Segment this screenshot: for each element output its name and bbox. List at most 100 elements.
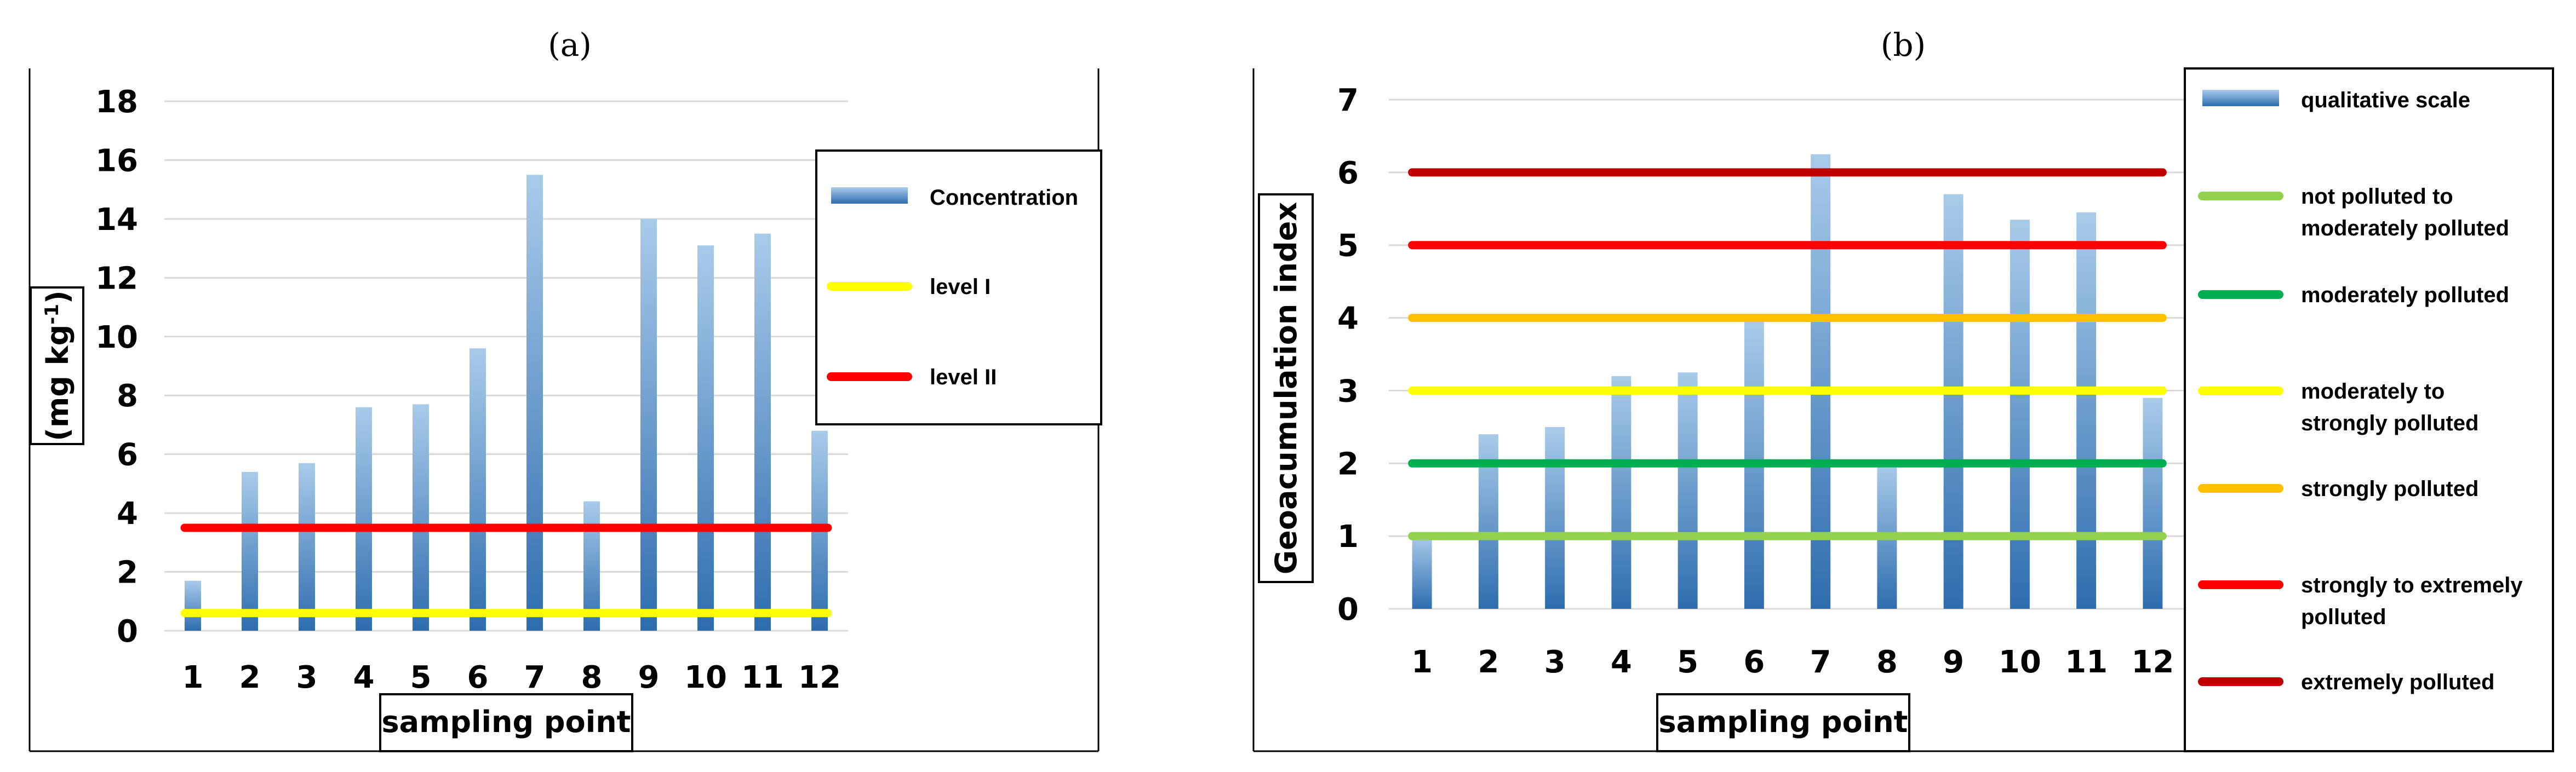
a-y-tick-label: 16 (95, 143, 138, 178)
b-legend-label: polluted (2301, 605, 2386, 629)
b-legend-label: not polluted to (2301, 185, 2453, 209)
a-bar (185, 580, 201, 631)
b-y-tick-label: 1 (1337, 519, 1359, 555)
a-bar (526, 175, 543, 631)
a-y-tick-label: 12 (95, 261, 138, 296)
b-x-tick-label: 1 (1411, 644, 1433, 680)
panel-b-label: (b) (1881, 26, 1926, 64)
a-x-tick-label: 2 (239, 660, 261, 695)
a-x-tick-label: 7 (524, 660, 546, 695)
b-bar (1545, 427, 1565, 609)
a-x-tick-label: 9 (638, 660, 660, 695)
a-bar (754, 233, 771, 631)
panel-a-y-tick-labels: 0 2 4 6 8 10 12 14 16 18 (95, 84, 138, 649)
b-bar (1811, 154, 1831, 609)
panel-b-x-tick-labels: 1 2 3 4 5 6 7 8 9 10 11 12 (1411, 644, 2174, 680)
b-y-tick-label: 3 (1337, 373, 1359, 409)
b-x-tick-label: 5 (1677, 644, 1698, 680)
a-x-tick-label: 3 (296, 660, 318, 695)
b-x-tick-label: 3 (1544, 644, 1566, 680)
a-y-tick-label: 14 (95, 202, 138, 238)
b-bar (1943, 194, 1964, 609)
b-y-tick-label: 7 (1337, 83, 1359, 118)
b-legend-label: moderately polluted (2301, 216, 2509, 240)
a-y-tick-label: 18 (95, 84, 138, 120)
a-x-tick-label: 5 (410, 660, 432, 695)
a-bar (356, 407, 372, 631)
a-y-tick-label: 4 (117, 496, 138, 532)
a-x-tick-label: 4 (353, 660, 375, 695)
b-x-tick-label: 9 (1943, 644, 1964, 680)
panel-a-y-axis-title-box (30, 286, 84, 445)
a-legend-swatch-bar (831, 187, 908, 204)
panel-b-y-axis-title: Geoacumulation index (1269, 202, 1303, 574)
b-bar (1412, 536, 1432, 609)
b-y-tick-label: 4 (1337, 301, 1359, 337)
a-legend-label: level I (930, 275, 991, 299)
b-y-tick-label: 2 (1337, 446, 1359, 482)
panel-b-legend-box (2184, 67, 2554, 752)
b-x-tick-label: 6 (1743, 644, 1765, 680)
b-bar (1611, 376, 1632, 609)
b-legend-label: moderately to (2301, 379, 2445, 404)
panel-a-legend: Concentration level I level II (827, 186, 1078, 389)
b-legend-label: strongly polluted (2301, 411, 2478, 435)
panel-a-x-axis-title: sampling point (382, 705, 631, 739)
panel-b-x-axis-title-box (1656, 693, 1910, 752)
panel-b-threshold-lines (1408, 168, 2167, 540)
a-bar (640, 218, 657, 631)
a-bar (242, 471, 258, 631)
b-y-tick-label: 6 (1337, 155, 1359, 191)
b-x-tick-label: 8 (1876, 644, 1898, 680)
a-legend-label: Concentration (930, 186, 1078, 210)
b-bar (2143, 397, 2163, 609)
a-bar (470, 348, 486, 631)
b-y-tick-label: 0 (1337, 592, 1359, 627)
panel-b-y-axis-title-box (1258, 193, 1314, 583)
b-x-tick-label: 4 (1611, 644, 1632, 680)
a-x-tick-label: 11 (741, 660, 784, 695)
a-y-tick-label: 10 (95, 320, 138, 355)
panel-b-legend: qualitative scale not polluted to moderate… (2198, 88, 2523, 694)
b-legend-label: moderately polluted (2301, 283, 2509, 307)
panel-a-x-axis-title-box (379, 693, 633, 752)
b-legend-swatch-bar (2202, 90, 2279, 106)
a-y-tick-label: 6 (117, 437, 138, 473)
panel-a-y-axis-title: (mg kg-1) (41, 290, 75, 441)
a-x-tick-label: 12 (798, 660, 841, 695)
a-bar (697, 245, 714, 631)
b-legend-label: qualitative scale (2301, 88, 2470, 112)
b-bar (2076, 212, 2097, 609)
a-x-tick-label: 8 (581, 660, 603, 695)
b-y-tick-label: 5 (1337, 228, 1359, 264)
panel-b-bars (1412, 154, 2163, 609)
b-legend-label: strongly to extremely (2301, 573, 2523, 597)
b-x-tick-label: 2 (1478, 644, 1499, 680)
a-x-tick-label: 10 (684, 660, 727, 695)
panel-b-x-axis-title: sampling point (1659, 705, 1908, 739)
b-legend-label: strongly polluted (2301, 477, 2478, 501)
a-x-tick-label: 6 (467, 660, 489, 695)
panel-a-gridlines (164, 100, 848, 632)
panel-a-threshold-lines (180, 523, 832, 618)
b-x-tick-label: 11 (2065, 644, 2108, 680)
a-y-tick-label: 2 (117, 555, 138, 591)
b-x-tick-label: 12 (2131, 644, 2174, 680)
a-bar (299, 463, 315, 631)
b-bar (1678, 372, 1698, 609)
b-x-tick-label: 10 (1999, 644, 2041, 680)
a-x-tick-label: 1 (182, 660, 204, 695)
a-bar (413, 404, 429, 631)
panel-a-x-tick-labels: 1 2 3 4 5 6 7 8 9 10 11 12 (182, 660, 841, 695)
b-legend-label: extremely polluted (2301, 670, 2494, 694)
a-y-tick-label: 8 (117, 378, 138, 414)
panel-a-label: (a) (548, 26, 592, 64)
panel-b-y-tick-labels: 0 1 2 3 4 5 6 7 (1337, 83, 1359, 627)
a-y-tick-label: 0 (117, 614, 138, 649)
b-bar (2010, 220, 2030, 609)
a-legend-label: level II (930, 365, 997, 389)
b-x-tick-label: 7 (1810, 644, 1831, 680)
